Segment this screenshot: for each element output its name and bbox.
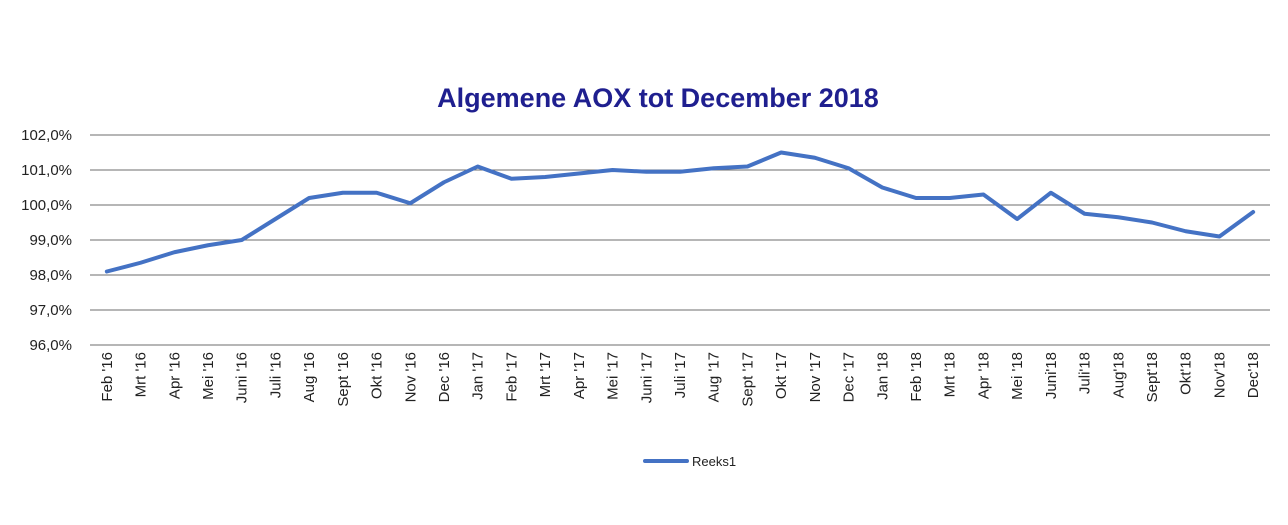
x-tick-label: Juli '17 xyxy=(672,352,689,398)
x-tick-label: Mrt '18 xyxy=(942,352,959,397)
x-tick-label: Feb '16 xyxy=(99,352,116,402)
x-tick-label: Feb '18 xyxy=(908,352,925,402)
x-tick-label: Okt '17 xyxy=(773,352,790,399)
x-tick-label: Nov'18 xyxy=(1211,352,1228,398)
x-tick-label: Mei '16 xyxy=(200,352,217,400)
x-tick-label: Dec '16 xyxy=(436,352,453,402)
x-tick-label: Juni'18 xyxy=(1043,352,1060,399)
x-tick-label: Aug '16 xyxy=(301,352,318,402)
x-tick-label: Mrt '17 xyxy=(537,352,554,397)
x-tick-label: Mei '17 xyxy=(605,352,622,400)
x-tick-label: Juni '17 xyxy=(638,352,655,403)
y-tick-label: 101,0% xyxy=(21,162,72,179)
x-tick-label: Juni '16 xyxy=(234,352,251,403)
x-tick-label: Jan '18 xyxy=(874,352,891,400)
x-tick-label: Nov '17 xyxy=(807,352,824,402)
x-tick-label: Sept '16 xyxy=(335,352,352,407)
x-tick-label: Apr '18 xyxy=(975,352,992,399)
x-tick-label: Sept'18 xyxy=(1144,352,1161,402)
x-tick-label: Aug '17 xyxy=(706,352,723,402)
x-tick-label: Dec'18 xyxy=(1245,352,1262,398)
x-tick-label: Okt'18 xyxy=(1178,352,1195,395)
gridlines xyxy=(90,134,1270,346)
y-axis-tick-labels: 96,0% 97,0% 98,0% 99,0% 100,0% 101,0% 102,0% xyxy=(21,127,72,354)
x-tick-label: Nov '16 xyxy=(402,352,419,402)
series-line xyxy=(104,150,1256,274)
x-tick-label: Dec '17 xyxy=(841,352,858,402)
x-tick-label: Juli '16 xyxy=(267,352,284,398)
y-tick-label: 96,0% xyxy=(29,337,72,354)
y-tick-label: 97,0% xyxy=(29,302,72,319)
x-axis-tick-labels: Feb '16 Mrt '16 Apr '16 Mei '16 Juni '16 Juli… xyxy=(99,352,1262,407)
chart-title: Algemene AOX tot December 2018 xyxy=(437,83,879,113)
x-tick-label: Okt '16 xyxy=(369,352,386,399)
x-tick-label: Apr '17 xyxy=(571,352,588,399)
x-tick-label: Feb '17 xyxy=(503,352,520,402)
x-tick-label: Aug'18 xyxy=(1110,352,1127,398)
y-tick-label: 100,0% xyxy=(21,197,72,214)
x-tick-label: Apr '16 xyxy=(166,352,183,399)
x-tick-label: Mei '18 xyxy=(1009,352,1026,400)
x-tick-label: Jan '17 xyxy=(470,352,487,400)
y-tick-label: 98,0% xyxy=(29,267,72,284)
x-tick-label: Juli'18 xyxy=(1077,352,1094,394)
legend-label: Reeks1 xyxy=(692,454,736,469)
y-tick-label: 102,0% xyxy=(21,127,72,144)
x-tick-label: Mrt '16 xyxy=(133,352,150,397)
series-lines xyxy=(104,150,1256,274)
x-tick-label: Sept '17 xyxy=(739,352,756,407)
legend: Reeks1 xyxy=(643,454,736,469)
y-tick-label: 99,0% xyxy=(29,232,72,249)
